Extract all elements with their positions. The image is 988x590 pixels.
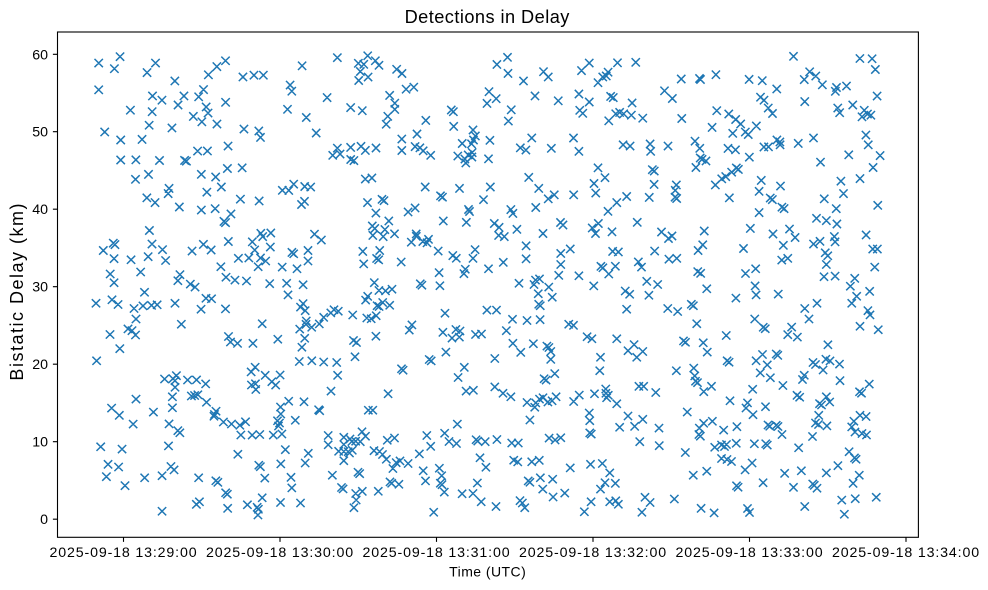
svg-text:2025-09-18 13:30:00: 2025-09-18 13:30:00 (206, 545, 354, 561)
svg-text:20: 20 (32, 357, 48, 373)
svg-text:Detections in Delay: Detections in Delay (405, 7, 571, 27)
svg-text:30: 30 (32, 280, 48, 296)
svg-text:40: 40 (32, 202, 48, 218)
svg-text:10: 10 (32, 435, 48, 451)
svg-text:2025-09-18 13:32:00: 2025-09-18 13:32:00 (519, 545, 667, 561)
svg-text:60: 60 (32, 47, 48, 63)
svg-text:Bistatic Delay (km): Bistatic Delay (km) (7, 202, 27, 381)
svg-text:2025-09-18 13:34:00: 2025-09-18 13:34:00 (832, 545, 980, 561)
svg-text:0: 0 (40, 512, 48, 528)
svg-text:2025-09-18 13:33:00: 2025-09-18 13:33:00 (676, 545, 824, 561)
svg-text:Time (UTC): Time (UTC) (449, 564, 526, 580)
svg-text:2025-09-18 13:31:00: 2025-09-18 13:31:00 (363, 545, 511, 561)
svg-text:2025-09-18 13:29:00: 2025-09-18 13:29:00 (50, 545, 198, 561)
svg-text:50: 50 (32, 125, 48, 141)
